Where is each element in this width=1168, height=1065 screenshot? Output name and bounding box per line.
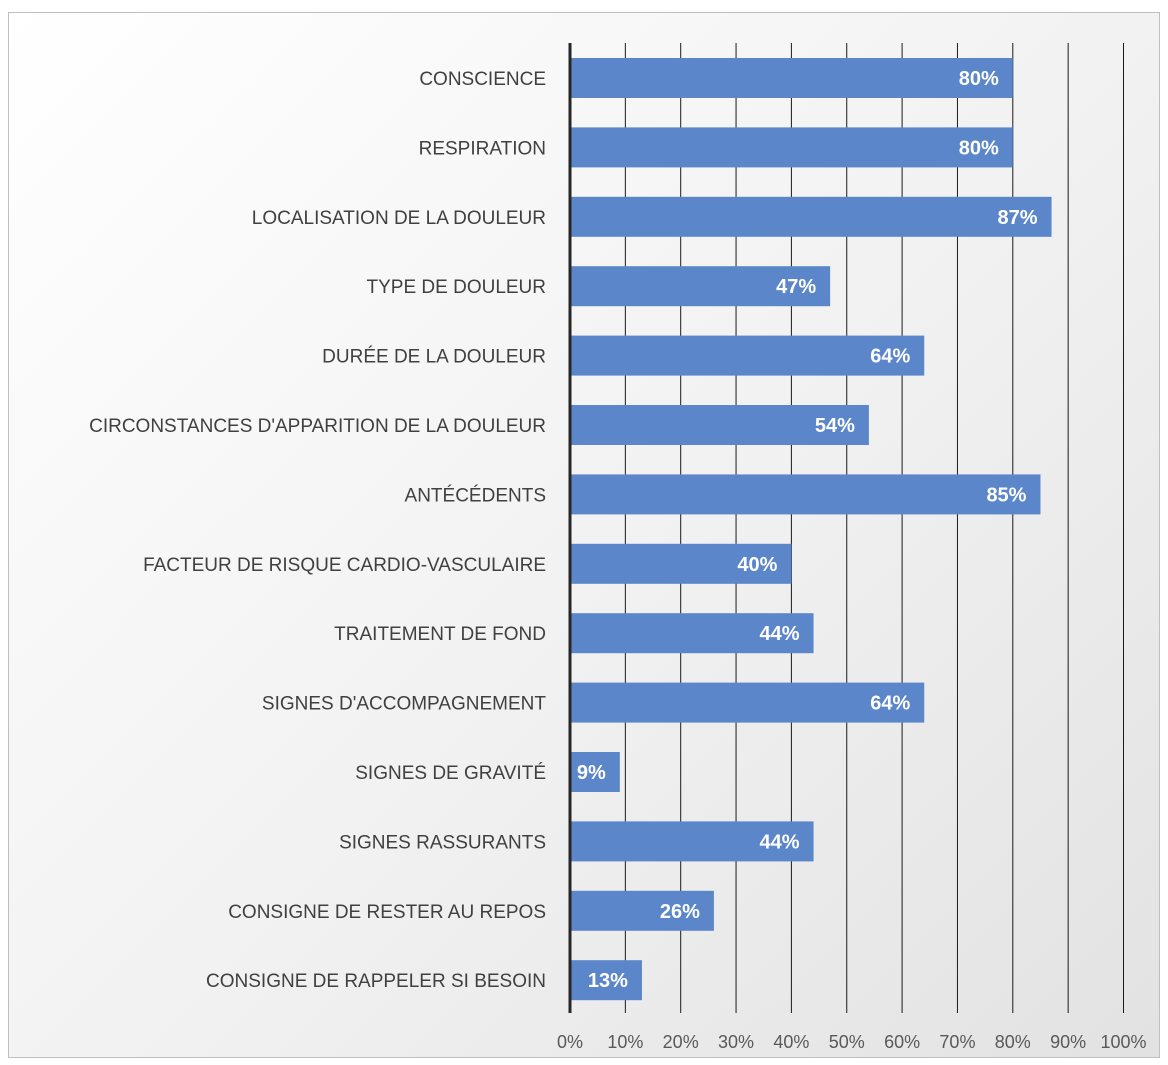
data-label: 44% [760,623,800,645]
x-tick-label: 50% [829,1032,865,1052]
data-label: 44% [760,831,800,853]
gridlines [624,43,1124,1013]
x-tick-label: 20% [663,1032,699,1052]
data-label: 80% [959,68,999,90]
bars [570,58,1052,1001]
data-label: 80% [959,137,999,159]
x-tick-label: 40% [773,1032,809,1052]
x-tick-label: 60% [884,1032,920,1052]
category-label: LOCALISATION DE LA DOULEUR [252,208,546,229]
category-label: ANTÉCÉDENTS [405,485,546,506]
category-label: RESPIRATION [419,138,546,159]
data-label: 40% [737,554,777,576]
x-tick-labels: 0% 10% 20% 30% 40% 50% 60% 70% 80% 90% 100% [557,1032,1147,1052]
data-labels: 80% 80% 87% 47% 64% 54% 85% 40% 44% 64% 9% 44% 26% 13… [577,68,1038,992]
category-label: SIGNES DE GRAVITÉ [355,763,546,784]
category-labels: CONSCIENCE RESPIRATION LOCALISATION DE LA … [89,69,546,992]
data-label: 64% [870,346,910,368]
bar [570,890,714,931]
data-label: 87% [998,207,1038,229]
bar [570,543,792,584]
bar [570,752,620,792]
bar [570,58,1013,98]
bar [570,613,814,654]
category-label: DURÉE DE LA DOULEUR [322,347,546,368]
category-label: SIGNES D'ACCOMPAGNEMENT [262,694,546,715]
x-tick-label: 70% [939,1032,975,1052]
category-label: CONSCIENCE [419,69,546,90]
data-label: 64% [870,693,910,715]
bar [570,474,1041,515]
bar [570,960,642,1001]
bar [570,266,831,307]
x-tick-label: 10% [607,1032,643,1052]
x-tick-label: 90% [1050,1032,1086,1052]
x-tick-label: 100% [1100,1032,1146,1052]
category-label: CONSIGNE DE RAPPELER SI BESOIN [206,971,546,992]
data-label: 47% [776,276,816,298]
bar [570,335,925,376]
bar [570,196,1052,237]
data-label: 26% [660,901,700,923]
bar [570,127,1013,168]
x-tick-label: 80% [995,1032,1031,1052]
data-label: 85% [986,484,1026,506]
x-tick-label: 30% [718,1032,754,1052]
bar-chart: CONSCIENCE RESPIRATION LOCALISATION DE LA … [89,43,1147,1052]
chart-frame: CONSCIENCE RESPIRATION LOCALISATION DE LA … [8,12,1160,1058]
category-label: TRAITEMENT DE FOND [334,624,546,645]
bar [570,682,925,723]
category-label: CIRCONSTANCES D'APPARITION DE LA DOULEUR [89,416,546,437]
data-label: 13% [588,970,628,992]
category-label: FACTEUR DE RISQUE CARDIO-VASCULAIRE [143,555,546,576]
category-label: SIGNES RASSURANTS [339,832,546,853]
bar [570,821,814,862]
category-label: TYPE DE DOULEUR [367,277,546,298]
data-label: 9% [577,762,606,784]
x-tick-label: 0% [557,1032,583,1052]
category-label: CONSIGNE DE RESTER AU REPOS [228,902,546,923]
data-label: 54% [815,415,855,437]
bar [570,405,869,445]
